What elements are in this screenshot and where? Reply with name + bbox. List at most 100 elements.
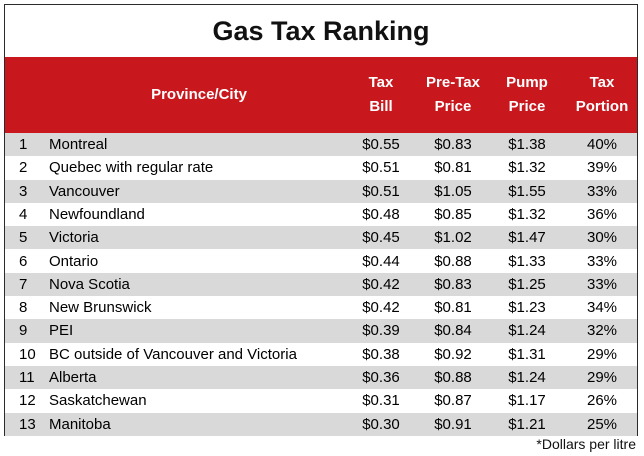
province-cell: Newfoundland [49, 205, 145, 223]
pre-tax-price-cell: $0.88 [434, 252, 472, 270]
pre-tax-price-cell: $0.88 [434, 369, 472, 386]
table-row: 9 PEI $0.39 $0.84 $1.24 32% [5, 319, 637, 343]
table-row: 8 New Brunswick $0.42 $0.81 $1.23 34% [5, 296, 637, 320]
tax-bill-cell: $0.51 [362, 182, 400, 200]
rank-cell: 8 [19, 299, 28, 317]
tax-bill-cell: $0.44 [362, 252, 400, 270]
province-cell: Victoria [49, 229, 99, 247]
tax-portion-cell: 32% [586, 322, 618, 340]
tax-portion-cell: 39% [586, 159, 618, 177]
province-cell: Ontario [49, 252, 99, 270]
province-cell: Alberta [49, 369, 97, 386]
rank-cell: 5 [19, 229, 28, 247]
table-row: 1 Montreal $0.55 $0.83 $1.38 40% [5, 133, 637, 157]
pump-price-cell: $1.31 [508, 345, 546, 363]
tax-portion-cell: 26% [586, 392, 618, 410]
province-cell: Vancouver [49, 182, 120, 200]
rank-cell: 2 [19, 159, 28, 177]
rank-cell: 6 [19, 252, 28, 270]
pump-price-cell: $1.21 [508, 415, 546, 433]
pre-tax-price-cell: $0.92 [434, 345, 472, 363]
table-row: 4 Newfoundland $0.48 $0.85 $1.32 36% [5, 202, 637, 227]
pump-price-cell: $1.24 [508, 369, 546, 386]
header-tax-portion-line2: Portion [575, 98, 629, 115]
pump-price-cell: $1.38 [508, 136, 546, 153]
tax-portion-cell: 33% [586, 252, 618, 270]
pump-price-cell: $1.24 [508, 322, 546, 340]
tax-portion-cell: 29% [586, 345, 618, 363]
pre-tax-price-cell: $0.91 [434, 415, 472, 433]
rank-cell: 3 [19, 182, 28, 200]
tax-bill-cell: $0.48 [362, 205, 400, 223]
tax-bill-cell: $0.36 [362, 369, 400, 386]
pre-tax-price-cell: $0.83 [434, 136, 472, 153]
province-cell: Quebec with regular rate [49, 159, 214, 177]
province-cell: PEI [49, 322, 74, 340]
table-row: 6 Ontario $0.44 $0.88 $1.33 33% [5, 249, 637, 273]
pump-price-cell: $1.55 [508, 182, 546, 200]
pre-tax-price-cell: $0.84 [434, 322, 472, 340]
tax-bill-cell: $0.42 [362, 275, 400, 293]
tax-bill-cell: $0.30 [362, 415, 400, 433]
table-row: 3 Vancouver $0.51 $1.05 $1.55 33% [5, 179, 637, 203]
tax-bill-cell: $0.55 [362, 136, 400, 153]
tax-portion-cell: 34% [586, 299, 618, 317]
tax-portion-cell: 25% [586, 415, 618, 433]
pre-tax-price-cell: $1.02 [434, 229, 472, 247]
pump-price-cell: $1.32 [508, 205, 546, 223]
pump-price-cell: $1.25 [508, 275, 546, 293]
header-pre-tax-price: Pre-Tax Price [415, 57, 491, 133]
table-row: 10 BC outside of Vancouver and Victoria $0… [5, 342, 637, 366]
province-cell: Manitoba [49, 415, 111, 433]
header-tax-portion: Tax Portion [567, 57, 637, 133]
pump-price-cell: $1.32 [508, 159, 546, 177]
tax-bill-cell: $0.42 [362, 299, 400, 317]
rank-cell: 11 [19, 369, 35, 386]
rank-cell: 1 [19, 136, 28, 153]
tax-portion-cell: 40% [586, 136, 618, 153]
table-frame: Gas Tax Ranking Province/City Tax Bill Pr… [4, 4, 638, 436]
pre-tax-price-cell: $0.83 [434, 275, 472, 293]
header-pump-line1: Pump [506, 74, 548, 91]
pre-tax-price-cell: $0.81 [434, 299, 472, 317]
table-row: 13 Manitoba $0.30 $0.91 $1.21 25% [5, 412, 637, 436]
tax-bill-cell: $0.39 [362, 322, 400, 340]
pre-tax-price-cell: $1.05 [434, 182, 472, 200]
header-tax-bill-line1: Tax [368, 74, 394, 91]
province-cell: New Brunswick [49, 299, 152, 317]
table-row: 12 Saskatchewan $0.31 $0.87 $1.17 26% [5, 389, 637, 413]
header-tax-portion-line1: Tax [589, 74, 615, 91]
table-row: 2 Quebec with regular rate $0.51 $0.81 $1.32… [5, 156, 637, 180]
header-tax-bill: Tax Bill [355, 57, 407, 133]
table-row: 11 Alberta $0.36 $0.88 $1.24 29% [5, 366, 637, 390]
header-pre-tax-line2: Price [434, 98, 472, 115]
header-pump-price: Pump Price [495, 57, 559, 133]
pre-tax-price-cell: $0.85 [434, 205, 472, 223]
rank-cell: 4 [19, 205, 28, 223]
tax-portion-cell: 33% [586, 182, 618, 200]
tax-portion-cell: 29% [586, 369, 618, 386]
pump-price-cell: $1.23 [508, 299, 546, 317]
table-header: Province/City Tax Bill Pre-Tax Price Pump P… [5, 57, 637, 133]
tax-portion-cell: 30% [586, 229, 618, 247]
province-cell: Saskatchewan [49, 392, 147, 410]
pre-tax-price-cell: $0.87 [434, 392, 472, 410]
tax-bill-cell: $0.38 [362, 345, 400, 363]
pre-tax-price-cell: $0.81 [434, 159, 472, 177]
table-row: 7 Nova Scotia $0.42 $0.83 $1.25 33% [5, 272, 637, 297]
rank-cell: 12 [19, 392, 36, 410]
province-cell: Nova Scotia [49, 275, 130, 293]
pump-price-cell: $1.47 [508, 229, 546, 247]
tax-bill-cell: $0.45 [362, 229, 400, 247]
rank-cell: 10 [19, 345, 36, 363]
header-pre-tax-line1: Pre-Tax [426, 74, 480, 91]
pump-price-cell: $1.17 [508, 392, 546, 410]
tax-bill-cell: $0.31 [362, 392, 400, 410]
table-title: Gas Tax Ranking [212, 15, 430, 46]
rank-cell: 9 [19, 322, 28, 340]
footnote: *Dollars per litre [536, 436, 636, 452]
pump-price-cell: $1.33 [508, 252, 546, 270]
province-cell: BC outside of Vancouver and Victoria [49, 345, 297, 363]
rank-cell: 7 [19, 275, 28, 293]
tax-portion-cell: 36% [586, 205, 618, 223]
